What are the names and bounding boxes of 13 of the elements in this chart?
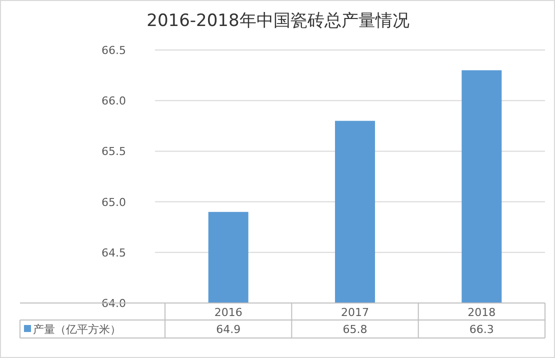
data-label: 65.8	[342, 323, 368, 336]
y-tick-label: 64.5	[102, 246, 126, 260]
x-tick-label: 2018	[468, 306, 496, 319]
chart-title: 2016-2018年中国瓷砖总产量情况	[146, 11, 410, 31]
y-tick-label: 65.5	[102, 145, 126, 158]
y-tick-label: 65.0	[102, 196, 126, 209]
data-label: 66.3	[469, 323, 494, 336]
data-label: 64.9	[216, 323, 241, 336]
y-tick-label: 66.5	[102, 44, 126, 57]
y-tick-label: 66.0	[102, 94, 126, 108]
x-tick-label: 2017	[341, 306, 369, 319]
legend-label: 产量（亿平方米）	[33, 323, 121, 336]
x-tick-label: 2016	[214, 306, 242, 319]
